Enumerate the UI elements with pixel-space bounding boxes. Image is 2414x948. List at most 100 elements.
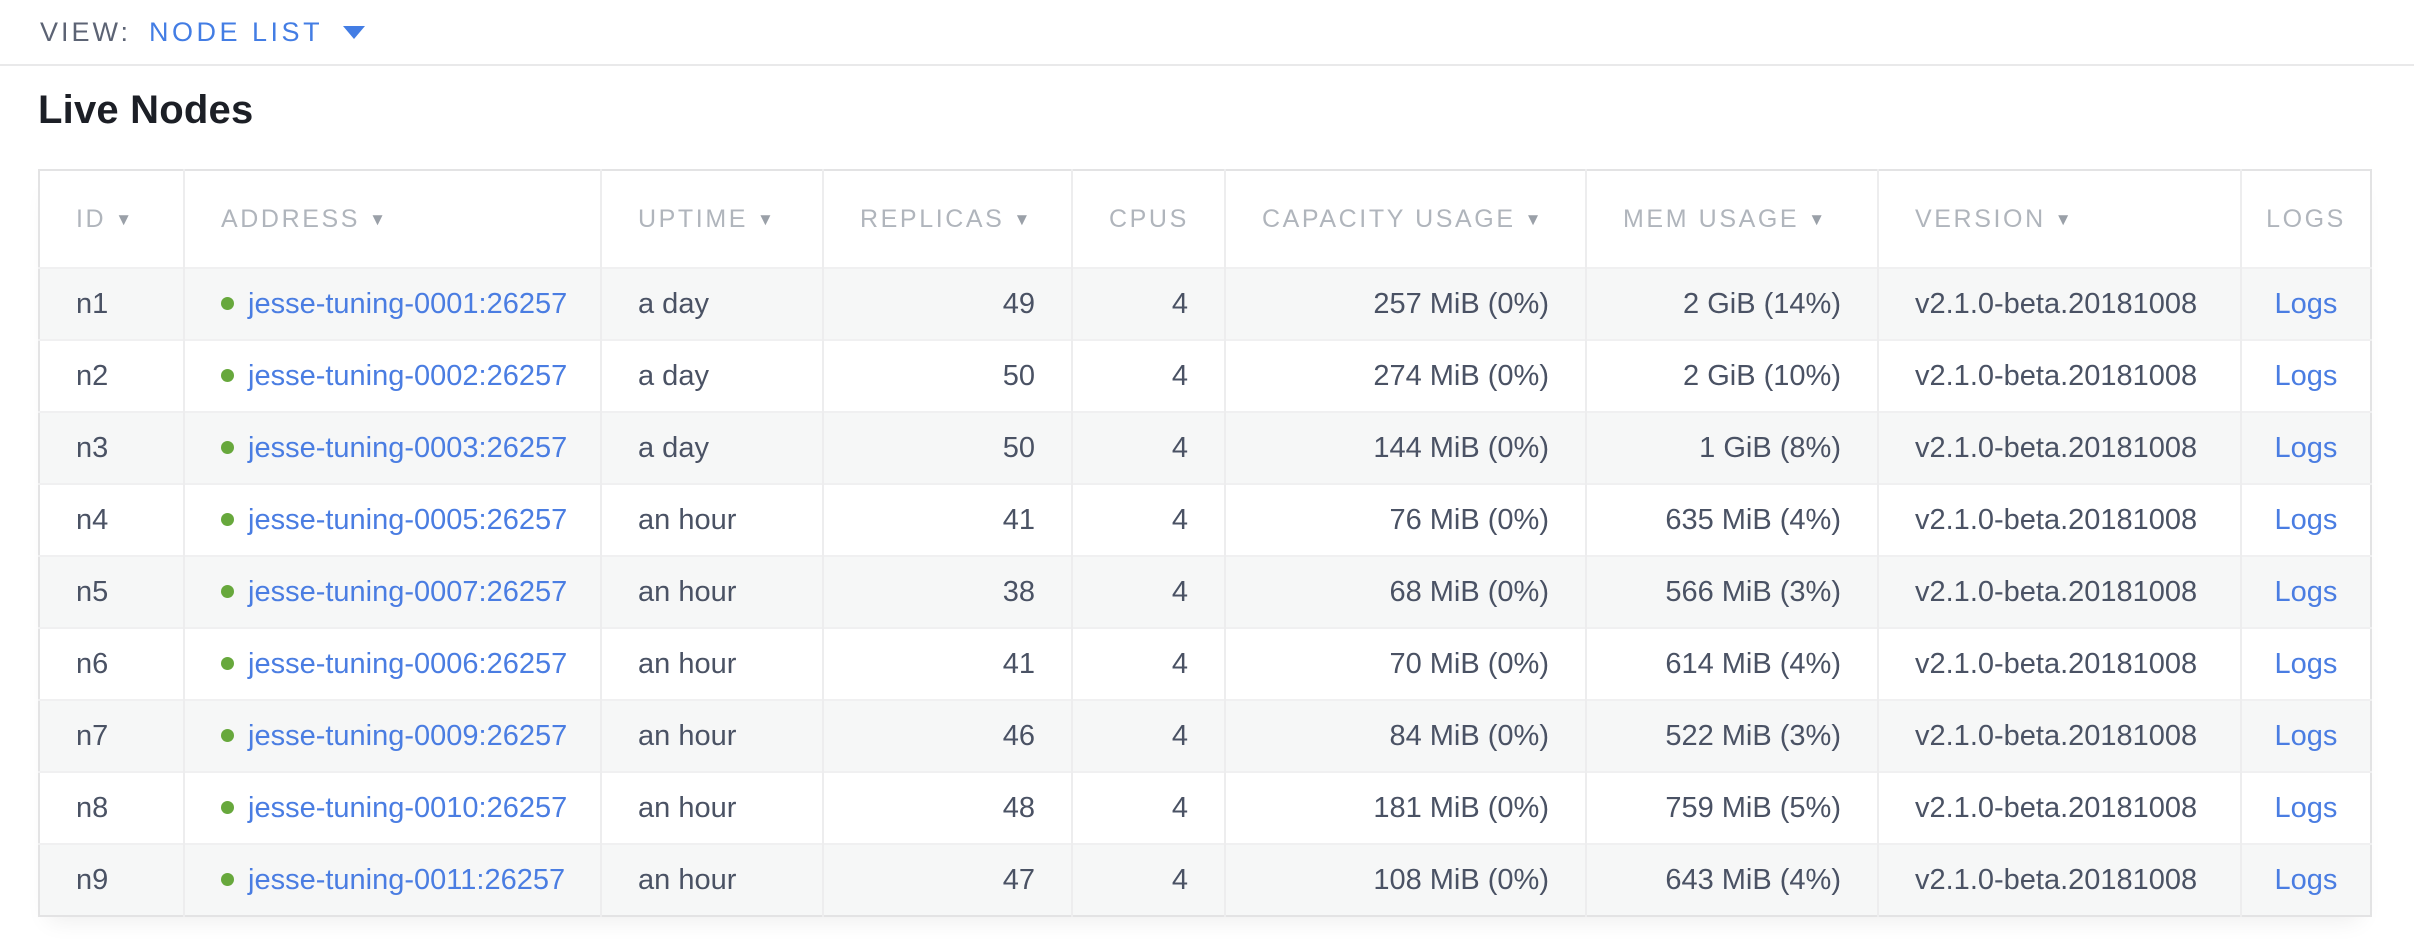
view-label: VIEW: bbox=[40, 16, 132, 47]
node-version-cell: v2.1.0-beta.20181008 bbox=[1877, 339, 2241, 412]
column-header-id[interactable]: ID ▼ bbox=[39, 170, 184, 268]
node-logs-cell: Logs bbox=[2240, 771, 2371, 844]
node-id-cell: n4 bbox=[39, 483, 184, 556]
node-address-link[interactable]: jesse-tuning-0007:26257 bbox=[248, 575, 568, 608]
view-selector-bar: VIEW: NODE LIST bbox=[0, 0, 2414, 66]
column-header-version[interactable]: VERSION ▼ bbox=[1877, 170, 2241, 268]
node-address-link[interactable]: jesse-tuning-0011:26257 bbox=[248, 863, 566, 896]
column-header-replicas[interactable]: REPLICAS ▼ bbox=[822, 170, 1072, 268]
node-cpus-cell: 4 bbox=[1071, 483, 1225, 556]
column-header-address[interactable]: ADDRESS ▼ bbox=[183, 170, 601, 268]
table-row: n3 jesse-tuning-0003:26257 a day 50 4 144 MiB… bbox=[39, 411, 2371, 484]
column-header-cpus: CPUS bbox=[1071, 170, 1225, 268]
sort-arrow-icon[interactable]: ▼ bbox=[757, 209, 777, 229]
node-version-cell: v2.1.0-beta.20181008 bbox=[1877, 771, 2241, 844]
node-replicas-cell: 50 bbox=[822, 339, 1072, 412]
sort-arrow-icon[interactable]: ▼ bbox=[1808, 209, 1828, 229]
node-mem-cell: 522 MiB (3%) bbox=[1585, 699, 1878, 772]
node-live-status-icon bbox=[221, 872, 234, 886]
node-logs-cell: Logs bbox=[2240, 555, 2371, 628]
node-id-cell: n9 bbox=[39, 843, 184, 916]
column-header-mem[interactable]: MEM USAGE ▼ bbox=[1585, 170, 1878, 268]
node-uptime-cell: an hour bbox=[600, 483, 823, 556]
node-live-status-icon bbox=[221, 440, 234, 454]
node-address-link[interactable]: jesse-tuning-0006:26257 bbox=[248, 647, 568, 680]
node-uptime-cell: a day bbox=[600, 411, 823, 484]
sort-arrow-icon[interactable]: ▼ bbox=[1524, 209, 1545, 229]
logs-link[interactable]: Logs bbox=[2274, 719, 2338, 752]
node-mem-cell: 635 MiB (4%) bbox=[1585, 483, 1878, 556]
logs-link[interactable]: Logs bbox=[2274, 791, 2338, 824]
node-address-link[interactable]: jesse-tuning-0010:26257 bbox=[248, 791, 568, 824]
node-logs-cell: Logs bbox=[2240, 411, 2371, 484]
node-mem-cell: 643 MiB (4%) bbox=[1585, 843, 1878, 916]
node-version-cell: v2.1.0-beta.20181008 bbox=[1877, 411, 2241, 484]
table-row: n7 jesse-tuning-0009:26257 an hour 46 4 84 Mi… bbox=[39, 699, 2371, 772]
node-replicas-cell: 50 bbox=[822, 411, 1072, 484]
node-replicas-cell: 41 bbox=[822, 483, 1072, 556]
sort-arrow-icon[interactable]: ▼ bbox=[1013, 209, 1033, 229]
node-logs-cell: Logs bbox=[2240, 843, 2371, 916]
node-cpus-cell: 4 bbox=[1071, 699, 1225, 772]
node-logs-cell: Logs bbox=[2240, 267, 2371, 340]
chevron-down-icon[interactable] bbox=[343, 25, 366, 39]
node-cpus-cell: 4 bbox=[1071, 339, 1225, 412]
node-address-cell: jesse-tuning-0011:26257 bbox=[183, 843, 601, 916]
logs-link[interactable]: Logs bbox=[2274, 575, 2338, 608]
node-address-link[interactable]: jesse-tuning-0001:26257 bbox=[248, 287, 568, 320]
node-address-cell: jesse-tuning-0009:26257 bbox=[183, 699, 601, 772]
node-uptime-cell: an hour bbox=[600, 771, 823, 844]
live-nodes-table: ID ▼ ADDRESS ▼ UPTIME ▼ REPLICAS ▼ CPUS CAPACITY … bbox=[38, 169, 2372, 917]
node-version-cell: v2.1.0-beta.20181008 bbox=[1877, 483, 2241, 556]
column-header-label: CAPACITY USAGE bbox=[1262, 204, 1516, 233]
node-capacity-cell: 144 MiB (0%) bbox=[1224, 411, 1586, 484]
node-id-cell: n7 bbox=[39, 699, 184, 772]
column-header-label: ID bbox=[76, 204, 107, 233]
column-header-capacity[interactable]: CAPACITY USAGE ▼ bbox=[1224, 170, 1586, 268]
node-mem-cell: 566 MiB (3%) bbox=[1585, 555, 1878, 628]
sort-arrow-icon[interactable]: ▼ bbox=[115, 209, 135, 229]
table-row: n8 jesse-tuning-0010:26257 an hour 48 4 181 M… bbox=[39, 771, 2371, 844]
node-capacity-cell: 68 MiB (0%) bbox=[1224, 555, 1586, 628]
logs-link[interactable]: Logs bbox=[2274, 503, 2338, 536]
node-live-status-icon bbox=[221, 584, 234, 598]
column-header-label: CPUS bbox=[1109, 204, 1189, 233]
node-mem-cell: 614 MiB (4%) bbox=[1585, 627, 1878, 700]
node-address-link[interactable]: jesse-tuning-0009:26257 bbox=[248, 719, 568, 752]
logs-link[interactable]: Logs bbox=[2274, 287, 2338, 320]
view-dropdown[interactable]: NODE LIST bbox=[149, 16, 324, 47]
node-address-link[interactable]: jesse-tuning-0003:26257 bbox=[248, 431, 568, 464]
column-header-uptime[interactable]: UPTIME ▼ bbox=[600, 170, 823, 268]
node-mem-cell: 1 GiB (8%) bbox=[1585, 411, 1878, 484]
node-capacity-cell: 76 MiB (0%) bbox=[1224, 483, 1586, 556]
sort-arrow-icon[interactable]: ▼ bbox=[2054, 209, 2075, 229]
node-version-cell: v2.1.0-beta.20181008 bbox=[1877, 267, 2241, 340]
node-address-link[interactable]: jesse-tuning-0005:26257 bbox=[248, 503, 568, 536]
node-mem-cell: 2 GiB (14%) bbox=[1585, 267, 1878, 340]
node-address-cell: jesse-tuning-0003:26257 bbox=[183, 411, 601, 484]
node-address-cell: jesse-tuning-0006:26257 bbox=[183, 627, 601, 700]
node-address-link[interactable]: jesse-tuning-0002:26257 bbox=[248, 359, 568, 392]
node-cpus-cell: 4 bbox=[1071, 843, 1225, 916]
node-uptime-cell: an hour bbox=[600, 555, 823, 628]
node-cpus-cell: 4 bbox=[1071, 627, 1225, 700]
node-logs-cell: Logs bbox=[2240, 339, 2371, 412]
node-cpus-cell: 4 bbox=[1071, 411, 1225, 484]
logs-link[interactable]: Logs bbox=[2274, 359, 2338, 392]
node-cpus-cell: 4 bbox=[1071, 771, 1225, 844]
node-id-cell: n5 bbox=[39, 555, 184, 628]
node-replicas-cell: 46 bbox=[822, 699, 1072, 772]
node-live-status-icon bbox=[221, 512, 234, 526]
table-row: n5 jesse-tuning-0007:26257 an hour 38 4 68 Mi… bbox=[39, 555, 2371, 628]
node-uptime-cell: a day bbox=[600, 339, 823, 412]
column-header-label: VERSION bbox=[1915, 204, 2046, 233]
logs-link[interactable]: Logs bbox=[2274, 431, 2338, 464]
logs-link[interactable]: Logs bbox=[2274, 647, 2338, 680]
logs-link[interactable]: Logs bbox=[2274, 863, 2338, 896]
node-live-status-icon bbox=[221, 728, 234, 742]
sort-arrow-icon[interactable]: ▼ bbox=[369, 209, 389, 229]
node-version-cell: v2.1.0-beta.20181008 bbox=[1877, 843, 2241, 916]
table-header-row: ID ▼ ADDRESS ▼ UPTIME ▼ REPLICAS ▼ CPUS CAPACITY … bbox=[39, 170, 2371, 268]
node-capacity-cell: 84 MiB (0%) bbox=[1224, 699, 1586, 772]
node-mem-cell: 2 GiB (10%) bbox=[1585, 339, 1878, 412]
